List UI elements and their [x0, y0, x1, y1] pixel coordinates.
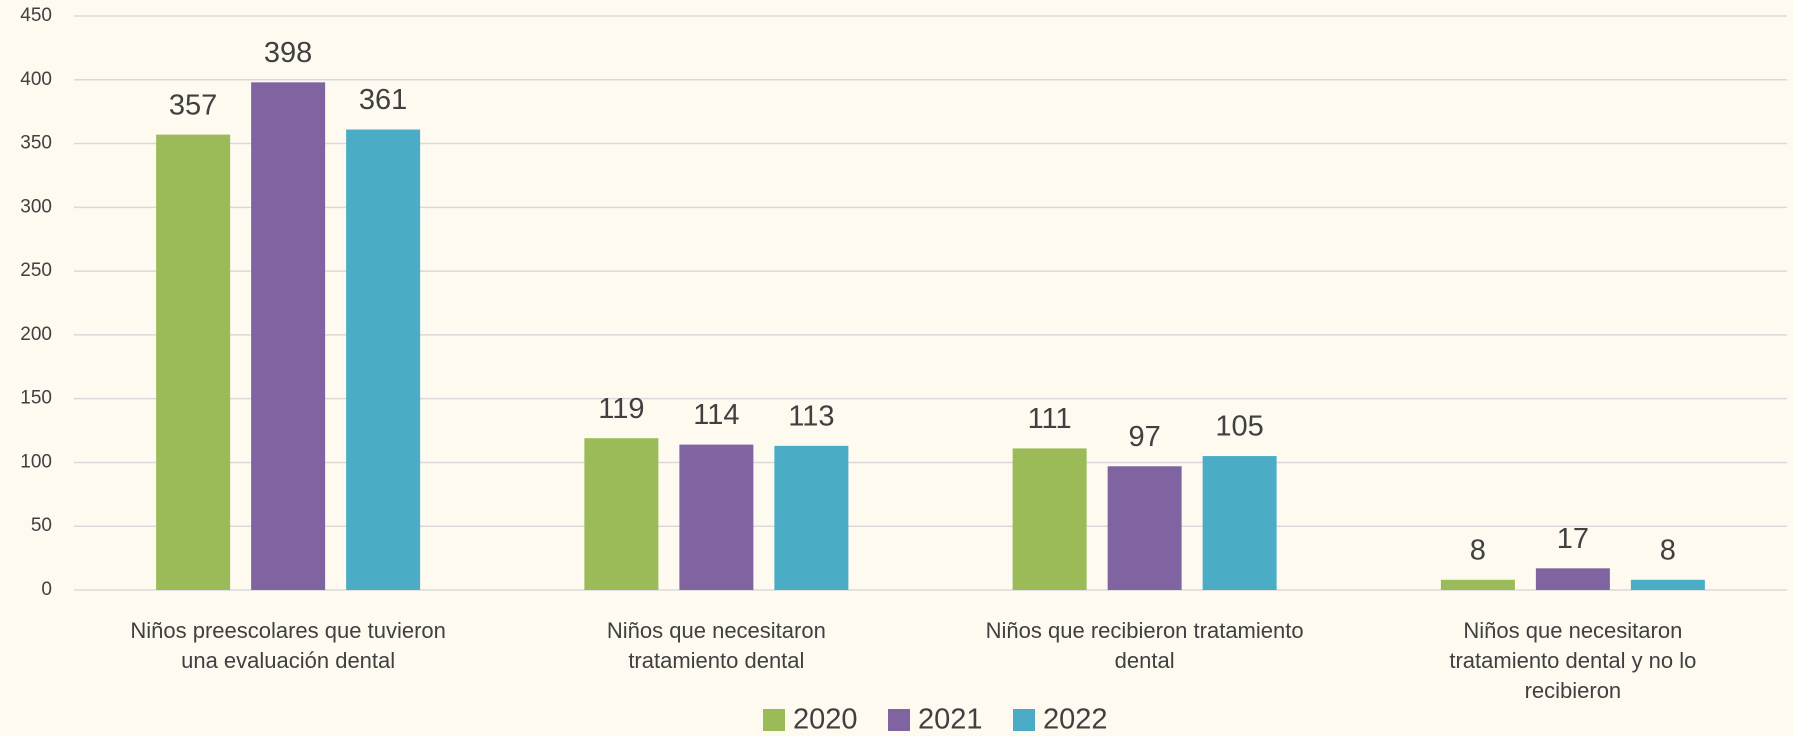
bar: [1630, 579, 1705, 590]
data-label: 17: [1557, 523, 1589, 555]
legend-swatch: [763, 709, 785, 731]
legend-label: 2020: [793, 704, 858, 736]
label-line: Niños que necesitaron: [1463, 618, 1682, 643]
data-label: 361: [359, 84, 407, 116]
legend-swatch: [1013, 709, 1035, 731]
data-label: 97: [1128, 421, 1160, 453]
y-tick-label: 50: [31, 515, 52, 536]
y-tick-label: 350: [20, 133, 52, 154]
bar: [1440, 579, 1515, 590]
bar: [584, 438, 659, 590]
x-tick-label: Niños preescolares que tuvieron una evalu…: [130, 618, 446, 673]
y-tick-label: 400: [20, 69, 52, 90]
label-line: tratamiento dental y no lo: [1449, 648, 1696, 673]
label-line: recibieron: [1525, 678, 1622, 703]
x-tick-label: Niños que necesitaron tratamiento dental: [607, 618, 826, 673]
x-tick-label: Niños que necesitaron tratamiento dental …: [1449, 618, 1696, 703]
y-tick-label: 150: [20, 388, 52, 409]
data-label: 8: [1470, 534, 1486, 566]
data-label: 105: [1215, 411, 1263, 443]
bar: [251, 82, 326, 590]
bar: [679, 444, 754, 590]
bar: [156, 134, 231, 591]
bar: [1202, 456, 1277, 590]
label-line: Niños que recibieron tratamiento: [986, 618, 1304, 643]
data-label: 114: [693, 399, 739, 431]
bar: [346, 129, 421, 590]
data-label: 113: [788, 401, 834, 433]
y-tick-label: 450: [20, 5, 52, 26]
y-tick-label: 0: [41, 579, 52, 600]
label-line: dental: [1115, 648, 1175, 673]
y-tick-label: 250: [20, 260, 52, 281]
legend-label: 2021: [918, 704, 983, 736]
label-line: tratamiento dental: [628, 648, 804, 673]
label-line: una evaluación dental: [181, 648, 395, 673]
bar: [1535, 568, 1610, 590]
data-label: 8: [1660, 534, 1676, 566]
legend-label: 2022: [1043, 704, 1108, 736]
bar: [1012, 448, 1087, 590]
bar: [1107, 466, 1182, 590]
data-label: 398: [264, 37, 312, 69]
x-tick-label: Niños que recibieron tratamiento dental: [986, 618, 1304, 673]
data-label: 119: [598, 393, 644, 425]
legend-swatch: [888, 709, 910, 731]
y-tick-label: 100: [20, 451, 52, 472]
label-line: Niños preescolares que tuvieron: [130, 618, 446, 643]
data-label: 111: [1028, 403, 1072, 435]
bar: [774, 445, 849, 590]
label-line: Niños que necesitaron: [607, 618, 826, 643]
y-tick-label: 200: [20, 324, 52, 345]
data-label: 357: [169, 89, 217, 121]
y-tick-label: 300: [20, 196, 52, 217]
